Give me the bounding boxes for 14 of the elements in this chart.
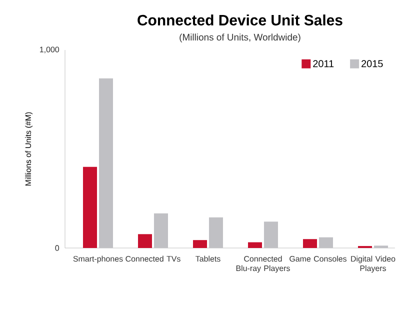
bar (98, 78, 113, 248)
bar (318, 237, 333, 248)
bar (303, 239, 317, 248)
legend-label: 2011 (313, 60, 334, 68)
bar (138, 234, 152, 248)
bar (208, 217, 223, 248)
bar (154, 213, 168, 248)
legend-label: 2015 (362, 60, 383, 68)
bar (83, 166, 98, 248)
bar (264, 222, 278, 248)
chart-subtitle: (Millions of Units, Worldwide) (180, 34, 300, 42)
bar (193, 240, 207, 248)
bar (248, 242, 262, 248)
chart-title: Connected Device Unit Sales (138, 14, 342, 26)
